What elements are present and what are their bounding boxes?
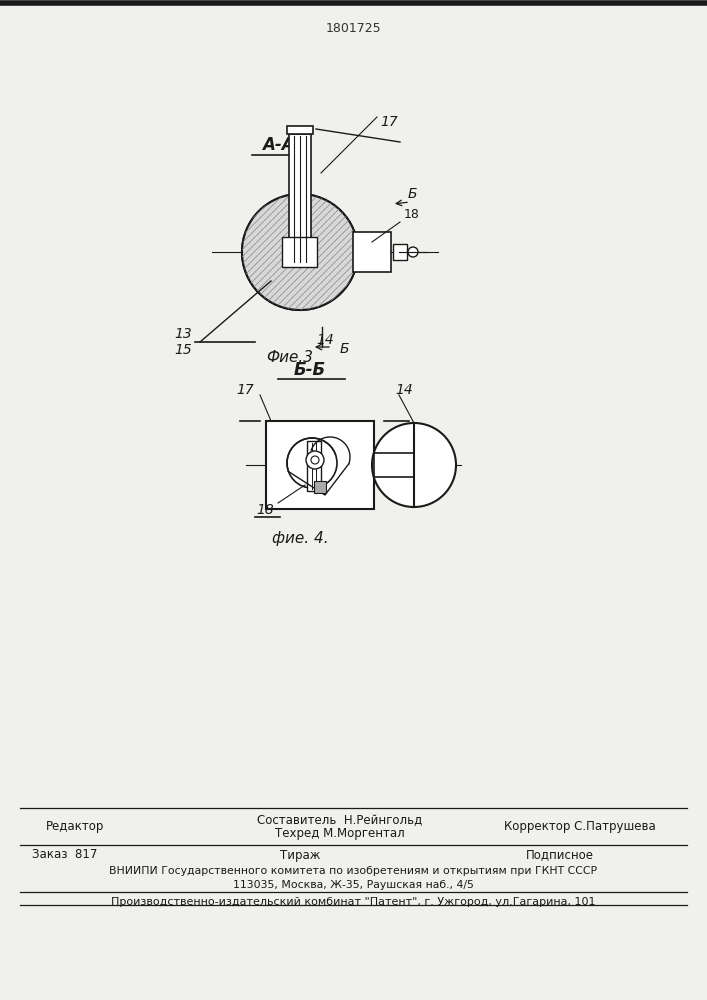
Bar xyxy=(284,238,317,266)
Text: 14: 14 xyxy=(316,333,334,347)
Text: фие. 4.: фие. 4. xyxy=(271,532,328,546)
Bar xyxy=(307,441,321,491)
Text: Заказ  817: Заказ 817 xyxy=(33,848,98,861)
Circle shape xyxy=(242,194,358,310)
Bar xyxy=(354,233,390,271)
Text: 17: 17 xyxy=(380,115,398,129)
Text: Тираж: Тираж xyxy=(280,848,320,861)
Circle shape xyxy=(311,456,319,464)
Text: 13: 13 xyxy=(174,327,192,341)
Text: 15: 15 xyxy=(174,343,192,357)
Bar xyxy=(393,244,407,260)
Circle shape xyxy=(408,247,418,257)
Text: Производственно-издательский комбинат "Патент", г. Ужгород, ул.Гагарина, 101: Производственно-издательский комбинат "П… xyxy=(111,897,595,907)
Circle shape xyxy=(306,451,324,469)
Bar xyxy=(315,482,325,492)
Bar xyxy=(354,233,390,271)
Text: 1801725: 1801725 xyxy=(325,21,381,34)
Text: Корректор С.Патрушева: Корректор С.Патрушева xyxy=(504,820,656,833)
Bar xyxy=(283,237,317,267)
Text: 113035, Москва, Ж-35, Раушская наб., 4/5: 113035, Москва, Ж-35, Раушская наб., 4/5 xyxy=(233,880,474,890)
Bar xyxy=(353,232,391,272)
Bar xyxy=(394,245,406,259)
Text: Редактор: Редактор xyxy=(46,820,104,833)
Bar xyxy=(314,481,326,493)
Bar xyxy=(266,421,374,509)
Text: 17: 17 xyxy=(236,383,254,397)
Text: Подписное: Подписное xyxy=(526,848,594,861)
Circle shape xyxy=(372,423,456,507)
Text: 18: 18 xyxy=(404,208,420,221)
Text: Б: Б xyxy=(340,342,349,356)
Text: Составитель  Н.Рейнгольд: Составитель Н.Рейнгольд xyxy=(257,814,423,827)
Text: Б-Б: Б-Б xyxy=(294,361,326,379)
Text: A-A: A-A xyxy=(262,136,294,154)
Text: 18: 18 xyxy=(256,503,274,517)
Circle shape xyxy=(242,194,358,310)
Text: ВНИИПИ Государственного комитета по изобретениям и открытиям при ГКНТ СССР: ВНИИПИ Государственного комитета по изоб… xyxy=(109,866,597,876)
Text: 14: 14 xyxy=(395,383,413,397)
Circle shape xyxy=(287,438,337,488)
Bar xyxy=(284,238,317,266)
Bar xyxy=(289,134,311,264)
Text: Фие.3: Фие.3 xyxy=(267,350,313,364)
Bar xyxy=(287,126,313,134)
Text: Б: Б xyxy=(407,187,416,201)
Text: Техред М.Моргентал: Техред М.Моргентал xyxy=(275,827,405,840)
